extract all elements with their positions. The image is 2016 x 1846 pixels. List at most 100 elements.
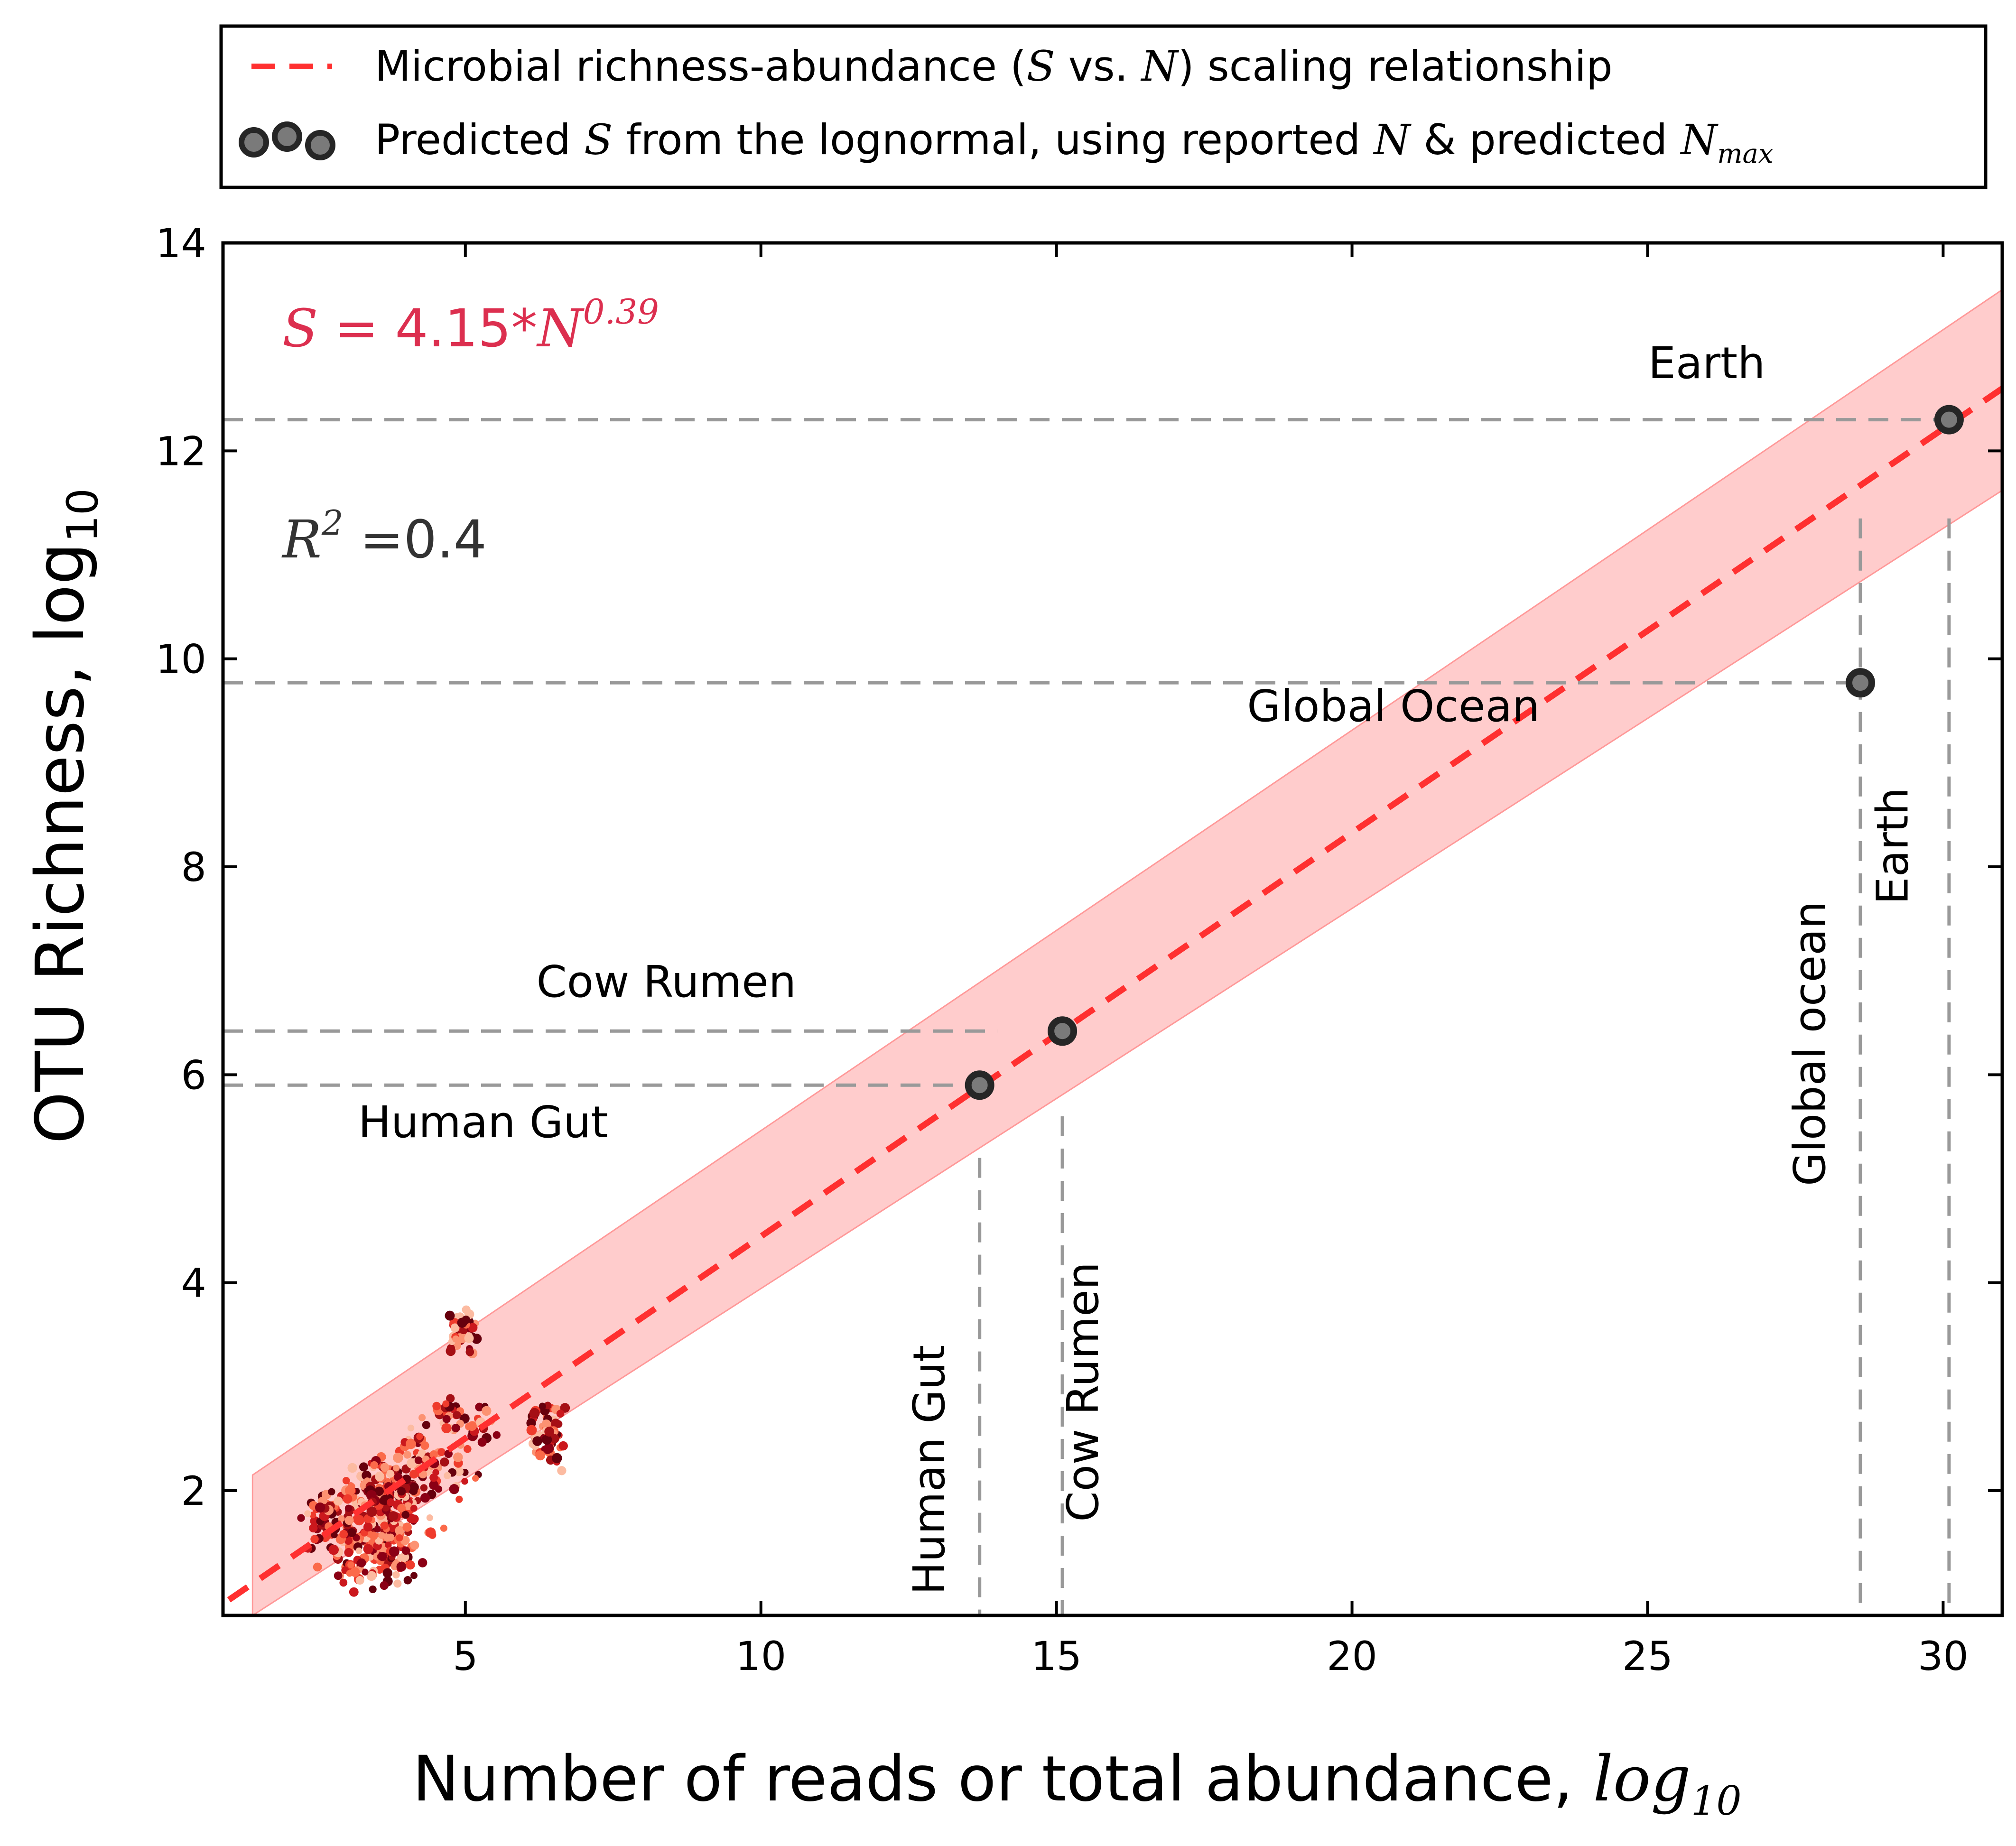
data-point <box>338 1515 345 1522</box>
data-point <box>461 1478 468 1485</box>
data-point <box>381 1503 390 1512</box>
data-point <box>451 1423 460 1433</box>
annotation-1: Global Ocean <box>1247 681 1540 732</box>
data-point <box>386 1533 395 1541</box>
data-point <box>425 1527 436 1538</box>
data-point <box>393 1579 402 1588</box>
data-point <box>328 1488 335 1495</box>
y-tick-label: 2 <box>181 1468 206 1514</box>
data-point <box>442 1415 451 1423</box>
data-point <box>526 1425 537 1436</box>
annotation-6: Global ocean <box>1784 901 1835 1186</box>
data-point <box>359 1462 369 1472</box>
data-point <box>353 1514 362 1524</box>
data-point <box>334 1496 343 1506</box>
data-point <box>405 1560 415 1570</box>
data-point <box>558 1441 568 1451</box>
data-point <box>410 1572 418 1579</box>
data-point <box>482 1406 492 1416</box>
data-point <box>541 1434 552 1445</box>
data-point <box>532 1436 542 1446</box>
data-point <box>342 1476 350 1484</box>
data-point <box>543 1443 554 1454</box>
data-point <box>410 1504 418 1512</box>
data-point <box>397 1487 406 1496</box>
data-point <box>556 1410 565 1418</box>
data-point <box>382 1568 392 1578</box>
data-point <box>410 1540 419 1550</box>
svg-text:Microbial richness-abundance (: Microbial richness-abundance (S vs. N) s… <box>375 42 1613 91</box>
data-point <box>450 1323 460 1333</box>
data-point <box>477 1438 487 1447</box>
data-point <box>440 1524 447 1532</box>
data-point <box>344 1504 353 1512</box>
data-point <box>370 1461 379 1469</box>
equation-label: S = 4.15*N0.39 <box>282 292 659 359</box>
data-point <box>435 1485 443 1493</box>
data-point <box>429 1450 438 1459</box>
x-tick-label: 10 <box>735 1633 786 1679</box>
data-point <box>357 1558 366 1568</box>
x-tick-label: 30 <box>1918 1633 1969 1679</box>
data-point <box>475 1402 484 1411</box>
legend-label-2-math-n: N <box>1373 115 1412 164</box>
annotation-3: Human Gut <box>358 1097 608 1148</box>
data-point <box>454 1466 464 1476</box>
data-point <box>393 1453 403 1463</box>
chart-text: Earth Global Ocean Cow Rumen Human Gut Human… <box>358 338 1918 1595</box>
plot-frame <box>221 241 2004 1617</box>
data-point <box>557 1466 567 1475</box>
data-point <box>380 1521 389 1530</box>
data-point <box>465 1332 473 1340</box>
data-point <box>392 1571 400 1579</box>
data-point <box>401 1511 410 1519</box>
data-point <box>446 1345 454 1352</box>
data-point <box>539 1402 546 1410</box>
data-point <box>416 1433 423 1440</box>
data-point <box>467 1421 477 1431</box>
annotation-4: Human Gut <box>904 1345 955 1595</box>
data-point <box>395 1526 404 1536</box>
data-point <box>397 1554 404 1561</box>
legend-label-1-math-s: S <box>1026 42 1055 91</box>
data-point <box>380 1463 390 1472</box>
data-point <box>313 1562 322 1572</box>
data-point <box>403 1451 411 1459</box>
predicted-point-2 <box>1845 668 1875 698</box>
data-point <box>446 1394 455 1403</box>
data-point <box>420 1484 428 1492</box>
data-point <box>347 1463 357 1473</box>
data-point <box>449 1484 459 1494</box>
data-point <box>363 1544 373 1554</box>
data-point <box>541 1419 551 1429</box>
data-point <box>363 1522 373 1532</box>
fit-line <box>227 386 2002 1603</box>
data-point <box>334 1571 343 1580</box>
data-point <box>418 1449 427 1458</box>
data-point <box>403 1576 412 1585</box>
y-tick-label: 14 <box>156 220 206 267</box>
data-point <box>355 1576 364 1585</box>
legend-label-2b: from the lognormal, using reported <box>613 115 1374 164</box>
data-point <box>344 1516 354 1525</box>
data-point <box>393 1465 400 1472</box>
legend-label-2c: & predicted <box>1410 115 1681 164</box>
axis-ticks: 5 10 15 20 25 30 2 4 6 8 10 12 14 <box>156 220 2002 1679</box>
legend-marker-2 <box>272 121 302 152</box>
data-point <box>437 1448 446 1456</box>
legend-label-2-math-nmax-sub: max <box>1717 139 1773 169</box>
y-tick-label: 6 <box>181 1052 206 1098</box>
x-axis-label: Number of reads or total abundance, log1… <box>412 1743 1741 1824</box>
y-tick-label: 10 <box>156 636 206 683</box>
legend-label-1-math-n: N <box>1141 42 1180 91</box>
r-squared-label: R2 =0.4 <box>281 503 487 570</box>
data-point <box>544 1427 555 1437</box>
data-point <box>414 1456 423 1465</box>
data-point <box>432 1401 441 1410</box>
data-point <box>409 1482 419 1492</box>
predicted-point-0 <box>965 1070 994 1100</box>
data-cluster <box>307 1501 437 1597</box>
y-tick-label: 12 <box>156 428 206 474</box>
data-point <box>369 1531 378 1540</box>
